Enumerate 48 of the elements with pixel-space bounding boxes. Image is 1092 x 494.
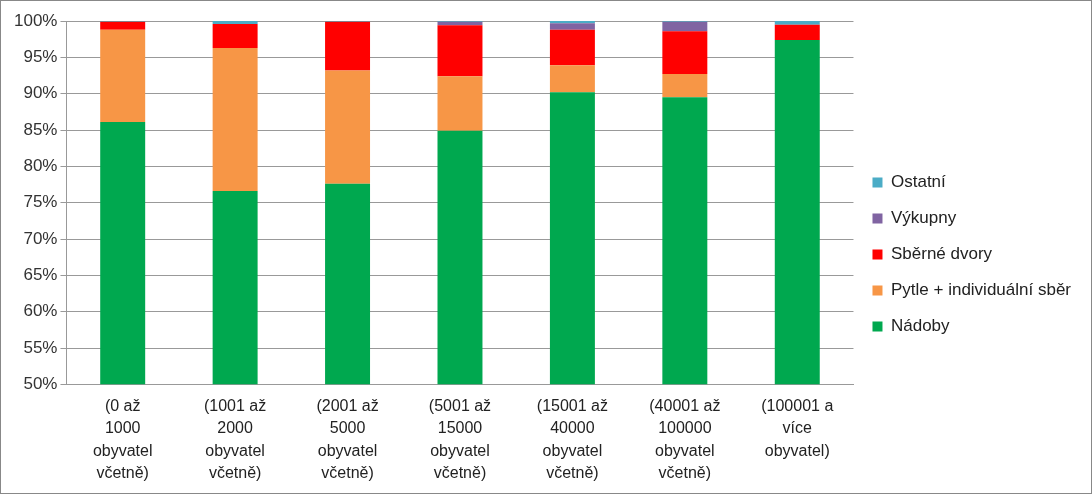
legend-label: Sběrné dvory [890, 244, 993, 264]
y-tick-label: 55% [23, 337, 58, 357]
bar [774, 24, 820, 40]
y-tick-label: 100% [14, 10, 58, 30]
bar [774, 39, 820, 385]
bar [437, 25, 483, 77]
legend-label: Pytle + individuální sběr [890, 280, 1072, 300]
y-tick-label: 65% [23, 265, 58, 285]
legend-label: Nádoby [890, 316, 951, 336]
bar [662, 31, 708, 75]
bar [662, 21, 708, 32]
x-tick-label: (40001 až 100000 obyvatel včetně) [649, 397, 721, 482]
y-tick-label: 95% [23, 47, 58, 67]
bar [774, 21, 820, 25]
bar [437, 130, 483, 385]
bar [325, 183, 371, 385]
x-tick-label: (100001 a více obyvatel) [761, 397, 834, 459]
x-tick-label: (2001 až 5000 obyvatel včetně) [316, 397, 379, 482]
bar [325, 70, 371, 184]
bar [100, 21, 146, 30]
bar [549, 23, 595, 30]
y-tick-label: 50% [23, 374, 58, 394]
bar [437, 76, 483, 131]
bar [549, 29, 595, 66]
x-tick-label: (0 až 1000 obyvatel včetně) [92, 397, 153, 482]
bar [549, 21, 595, 24]
bar [212, 47, 258, 192]
y-tick-label: 70% [23, 228, 58, 248]
y-tick-label: 80% [23, 156, 58, 176]
bar [100, 29, 146, 123]
bar [212, 21, 258, 24]
bar [549, 65, 595, 93]
bar [662, 97, 708, 385]
bar [325, 21, 371, 71]
y-tick-label: 60% [23, 301, 58, 321]
x-tick-label: (15001 až 40000 obyvatel včetně) [536, 397, 608, 482]
legend-label: Výkupny [890, 208, 957, 228]
x-tick-label: (1001 až 2000 obyvatel včetně) [203, 397, 267, 482]
x-tick-label: (5001 až 15000 obyvatel včetně) [428, 397, 492, 482]
bar [212, 191, 258, 385]
y-tick-label: 90% [23, 83, 58, 103]
bar [100, 122, 146, 385]
bar [662, 74, 708, 98]
bar [549, 92, 595, 385]
y-tick-label: 75% [23, 192, 58, 212]
y-tick-label: 85% [23, 119, 58, 139]
legend-label: Ostatní [890, 172, 947, 192]
bar [212, 23, 258, 48]
